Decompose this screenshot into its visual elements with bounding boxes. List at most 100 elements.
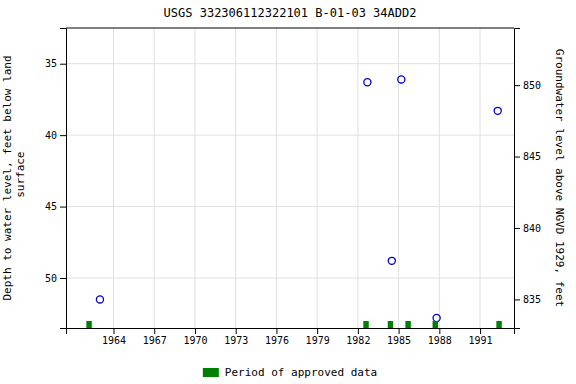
grid-line-y	[66, 278, 514, 279]
x-axis: 1964 1967 1970 1973 1976 1979 1982 1985 1988 1991	[67, 328, 515, 346]
tick-mark	[60, 278, 66, 279]
tick: 1991	[469, 328, 493, 346]
tick-mark	[317, 328, 318, 334]
tick-label: 1985	[387, 335, 411, 346]
legend-swatch	[203, 368, 219, 377]
data-point	[96, 296, 103, 303]
grid-line-x	[154, 28, 155, 328]
scatter-series	[96, 76, 501, 322]
tick: 1973	[224, 328, 248, 346]
tick-mark	[60, 207, 66, 208]
tick: 835	[514, 294, 541, 305]
tick-label: 35	[45, 58, 57, 69]
tick-mark	[358, 328, 359, 334]
tick-mark	[514, 157, 520, 158]
grid-line-y	[66, 63, 514, 64]
grid-line-y	[66, 135, 514, 136]
tick-mark	[439, 328, 440, 334]
tick-mark	[514, 299, 520, 300]
tick: 45	[45, 201, 66, 212]
tick-mark	[60, 135, 66, 136]
tick-label: 50	[45, 273, 57, 284]
tick: 840	[514, 223, 541, 234]
approved-period	[363, 321, 368, 328]
tick-label: 835	[523, 294, 541, 305]
tick-mark	[114, 328, 115, 334]
legend-label: Period of approved data	[225, 366, 377, 379]
tick-label: 1970	[183, 335, 207, 346]
tick-mark	[236, 328, 237, 334]
grid-line-x	[317, 28, 318, 328]
data-point	[364, 79, 371, 86]
tick-mark	[195, 328, 196, 334]
data-point	[398, 76, 405, 83]
y-axis: 35 40 45 50	[45, 29, 67, 329]
grid-line-x	[276, 28, 277, 328]
approved-period	[86, 321, 91, 328]
grid-line-x	[194, 28, 195, 328]
tick: 50	[45, 273, 66, 284]
grid-line-x	[439, 28, 440, 328]
tick-label: 1973	[224, 335, 248, 346]
data-point	[494, 107, 501, 114]
frame-top	[66, 28, 514, 29]
approved-period	[388, 321, 393, 328]
title: USGS 332306112322101 B-01-03 34ADD2	[164, 6, 417, 20]
chart-svg: 1964 1967 1970 1973 1976 1979 1982 1985 1988 1991…	[0, 0, 576, 384]
tick-label: 45	[45, 201, 57, 212]
tick: 35	[45, 58, 66, 69]
tick-label: 845	[523, 151, 541, 162]
tick-label: 840	[523, 223, 541, 234]
tick-label: 40	[45, 130, 57, 141]
chart-container: 1964 1967 1970 1973 1976 1979 1982 1985 1988 1991…	[0, 0, 576, 384]
y-axis-label: Depth to water level, feet below land su…	[1, 55, 27, 300]
tick: 1982	[346, 328, 370, 346]
legend: Period of approved data	[203, 366, 377, 379]
grid-line-x	[235, 28, 236, 328]
period-series	[86, 321, 501, 328]
tick-mark	[399, 328, 400, 334]
tick: 1988	[428, 328, 452, 346]
tick-mark	[514, 85, 520, 86]
tick: 1970	[183, 328, 207, 346]
tick-label: 1976	[265, 335, 289, 346]
tick: 1979	[306, 328, 330, 346]
tick: 1964	[102, 328, 126, 346]
tick-label: 1988	[428, 335, 452, 346]
data-point	[388, 257, 395, 264]
axis-line	[67, 329, 515, 335]
tick: 1985	[387, 328, 411, 346]
grid-line-x	[398, 28, 399, 328]
y2-axis: 850 845 840 835	[514, 29, 541, 329]
tick-mark	[154, 328, 155, 334]
tick-label: 850	[523, 80, 541, 91]
tick: 40	[45, 130, 66, 141]
y2-axis-label: Groundwater level above NGVD 1929, feet	[553, 49, 566, 307]
tick: 1976	[265, 328, 289, 346]
grid-line-x	[357, 28, 358, 328]
axis-line	[60, 29, 67, 329]
tick-mark	[514, 228, 520, 229]
tick: 850	[514, 80, 541, 91]
tick-label: 1964	[102, 335, 126, 346]
plot-area: 1964 1967 1970 1973 1976 1979 1982 1985 1988 1991…	[1, 28, 566, 346]
legend-item: Period of approved data	[203, 366, 377, 379]
tick-mark	[60, 64, 66, 65]
tick-mark	[480, 328, 481, 334]
tick-label: 1967	[143, 335, 167, 346]
approved-period	[496, 321, 501, 328]
grid-line-y	[66, 206, 514, 207]
tick-label: 1991	[469, 335, 493, 346]
tick-label: 1982	[346, 335, 370, 346]
axis-line	[515, 29, 521, 329]
data-point	[433, 314, 440, 321]
grid	[66, 28, 514, 328]
tick-mark	[276, 328, 277, 334]
grid-line-x	[113, 28, 114, 328]
grid-line-x	[480, 28, 481, 328]
marks	[86, 76, 501, 328]
approved-period	[433, 321, 438, 328]
tick: 1967	[143, 328, 167, 346]
tick: 845	[514, 151, 541, 162]
approved-period	[405, 321, 410, 328]
